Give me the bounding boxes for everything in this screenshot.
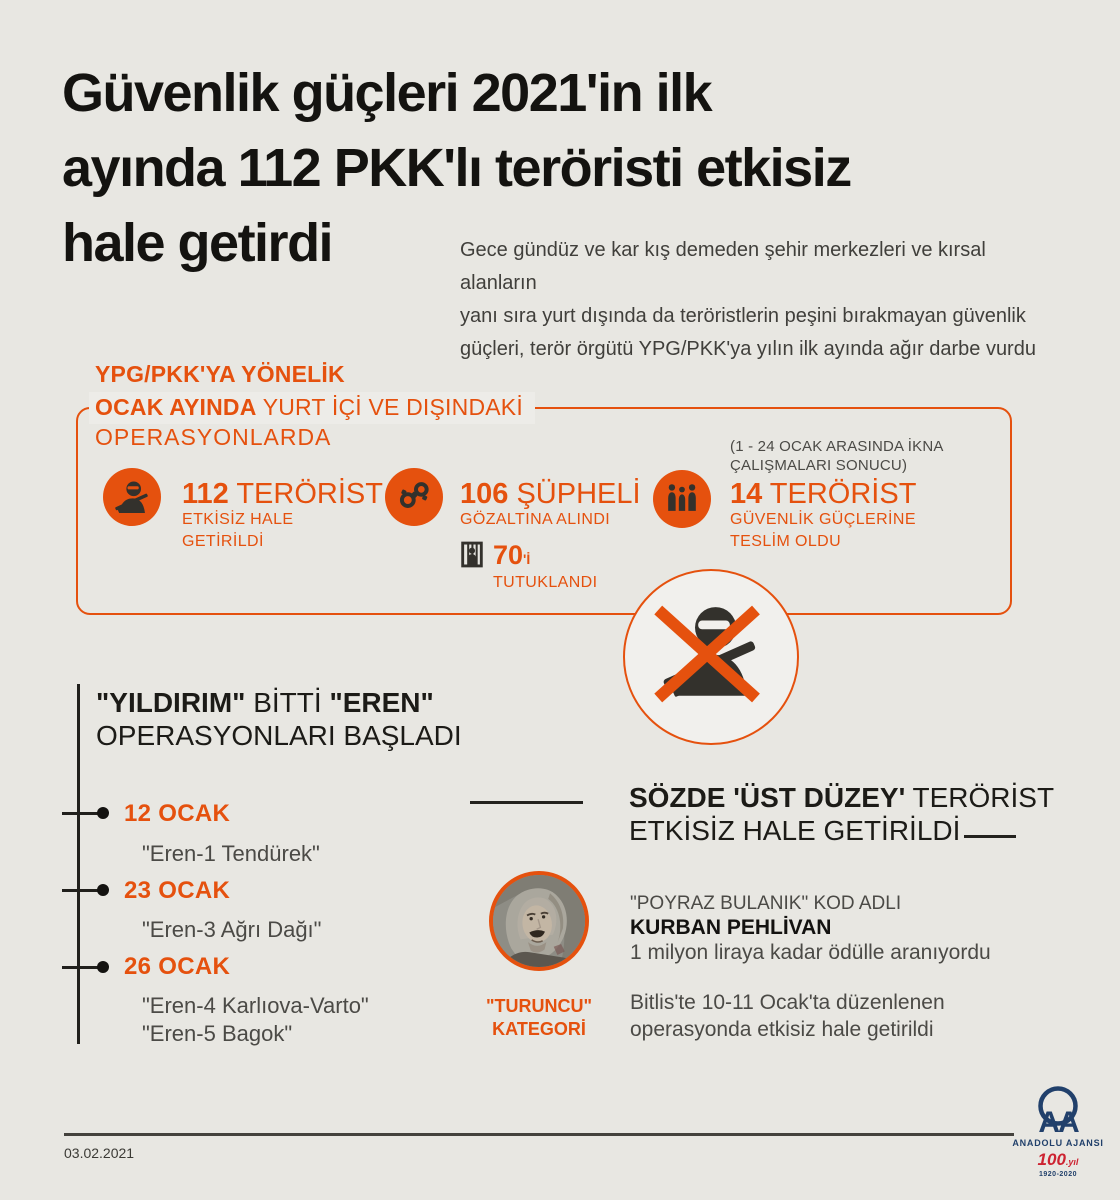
handcuffs-badge <box>385 468 443 526</box>
category-label: "TURUNCU" KATEGORİ <box>485 996 593 1039</box>
detained-unit: ŞÜPHELİ <box>508 478 641 510</box>
terrorist-codename: "POYRAZ BULANIK" KOD ADLI <box>630 893 902 914</box>
aa-monogram-icon: AA <box>1038 1086 1081 1138</box>
surrender-note: (1 - 24 OCAK ARASINDA İKNA ÇALIŞMALARI S… <box>730 438 944 474</box>
neutralized-desc: ETKİSİZ HALE GETİRİLDİ <box>182 511 294 550</box>
subtitle-line-3: güçleri, terör örgütü YPG/PKK'ya yılın i… <box>460 338 1036 360</box>
operations-header-rest: YURT İÇİ VE DIŞINDAKİ <box>256 394 523 420</box>
timeline-date: 12 OCAK <box>124 800 231 827</box>
timeline-tick <box>62 812 104 815</box>
page-title: Güvenlik güçleri 2021'in ilk ayında 112 … <box>62 56 1062 281</box>
terrorist-reward: 1 milyon liraya kadar ödülle aranıyordu <box>630 941 991 964</box>
surrendered-value: 14 <box>730 478 763 510</box>
svg-text:AA: AA <box>1038 1106 1079 1138</box>
timeline-dot <box>97 807 109 819</box>
timeline-heading-line1: "YILDIRIM" BİTTİ "EREN" <box>96 687 434 718</box>
militant-badge <box>103 468 161 526</box>
timeline-axis <box>77 684 80 1044</box>
surrendered-stat: 14 TERÖRİST <box>730 478 916 511</box>
terrorist-name: KURBAN PEHLİVAN <box>630 916 832 939</box>
arrested-suffix: 'İ <box>523 551 531 567</box>
operations-kicker: YPG/PKK'YA YÖNELİK <box>95 361 345 387</box>
surrender-badge <box>653 470 711 528</box>
subtitle-line-1: Gece gündüz ve kar kış demeden şehir mer… <box>460 239 986 294</box>
portrait-image <box>493 875 585 967</box>
arrested-stat: 70'İ <box>493 540 530 571</box>
operations-header-bold: OCAK AYINDA <box>95 394 257 420</box>
neutralized-stat: 112 TERÖRİST <box>182 478 383 511</box>
jail-icon <box>461 541 483 573</box>
agency-name: ANADOLU AJANSI <box>1012 1138 1104 1148</box>
timeline-tick <box>62 966 104 969</box>
neutralized-value: 112 <box>182 478 229 510</box>
heading-left-rule <box>470 801 583 804</box>
senior-heading: SÖZDE 'ÜST DÜZEY' TERÖRİST ETKİSİZ HALE … <box>629 781 1054 847</box>
senior-heading-line1: SÖZDE 'ÜST DÜZEY' TERÖRİST <box>629 782 1055 813</box>
arrested-desc: TUTUKLANDI <box>493 574 598 591</box>
operation-detail: Bitlis'te 10-11 Ocak'ta düzenlenen opera… <box>630 991 945 1041</box>
terrorist-photo <box>489 871 589 971</box>
title-line-2: ayında 112 PKK'lı teröristi etkisiz <box>62 138 852 198</box>
publish-date: 03.02.2021 <box>64 1145 135 1161</box>
page-subtitle: Gece gündüz ve kar kış demeden şehir mer… <box>460 234 1040 366</box>
operations-header-line2: OCAK AYINDA YURT İÇİ VE DIŞINDAKİ <box>89 392 535 424</box>
title-line-1: Güvenlik güçleri 2021'in ilk <box>62 63 713 123</box>
timeline-date: 26 OCAK <box>124 953 231 980</box>
timeline-heading-line2: OPERASYONLARI BAŞLADI <box>96 720 462 751</box>
arrested-value: 70 <box>493 540 524 570</box>
timeline-date: 23 OCAK <box>124 877 231 904</box>
title-line-3: hale getirdi <box>62 213 334 273</box>
timeline-operation: "Eren-3 Ağrı Dağı" <box>142 917 322 942</box>
handcuffs-icon <box>396 477 432 518</box>
heading-right-rule <box>964 835 1016 838</box>
anadolu-agency-logo: AA ANADOLU AJANSI 100.yıl 1920-2020 <box>1002 1086 1114 1178</box>
militant-icon <box>114 477 150 518</box>
senior-heading-line2: ETKİSİZ HALE GETİRİLDİ <box>629 815 961 846</box>
detained-stat: 106 ŞÜPHELİ <box>460 478 641 511</box>
surrendered-unit: TERÖRİST <box>762 478 917 510</box>
detained-value: 106 <box>460 478 509 510</box>
centennial-mark: 100.yıl <box>1037 1150 1079 1169</box>
timeline-operation: "Eren-4 Karlıova-Varto" "Eren-5 Bagok" <box>142 993 369 1046</box>
subtitle-line-2: yanı sıra yurt dışında da teröristlerin … <box>460 305 1026 327</box>
detained-desc: GÖZALTINA ALINDI <box>460 511 611 528</box>
timeline-operation: "Eren-1 Tendürek" <box>142 841 320 866</box>
footer-rule <box>64 1133 1014 1136</box>
timeline-dot <box>97 884 109 896</box>
timeline-tick <box>62 889 104 892</box>
neutralized-unit: TERÖRİST <box>228 478 383 510</box>
neutralized-symbol <box>623 569 799 745</box>
timeline-heading: "YILDIRIM" BİTTİ "EREN" OPERASYONLARI BA… <box>96 686 462 752</box>
crossed-militant-icon <box>625 569 797 746</box>
surrendered-desc: GÜVENLİK GÜÇLERİNE TESLİM OLDU <box>730 511 916 550</box>
surrender-icon <box>665 480 699 519</box>
operations-header-line3: OPERASYONLARDA <box>95 424 332 450</box>
operations-box <box>76 407 1012 615</box>
timeline-dot <box>97 961 109 973</box>
centennial-years: 1920-2020 <box>1039 1171 1077 1178</box>
